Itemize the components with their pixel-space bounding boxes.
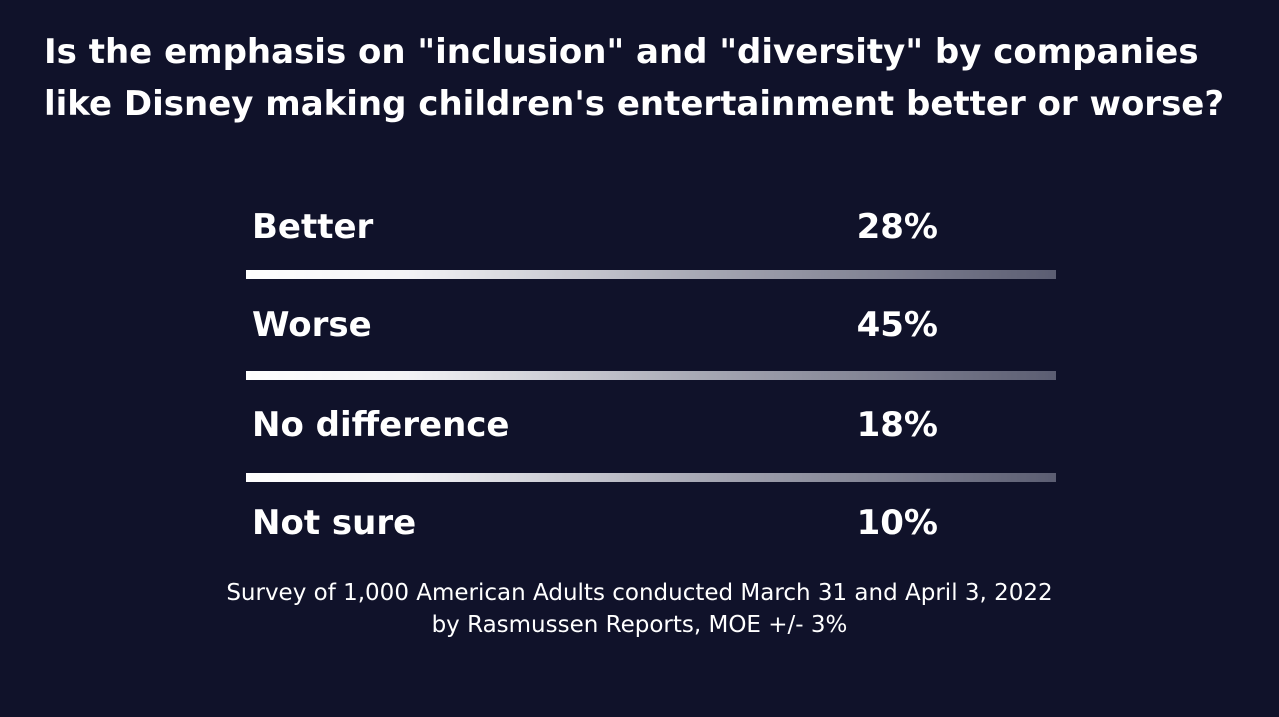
result-row-not-sure: Not sure 10% bbox=[252, 498, 952, 548]
result-row-worse: Worse 45% bbox=[252, 300, 952, 350]
row-divider bbox=[246, 371, 1056, 380]
source-note: Survey of 1,000 American Adults conducte… bbox=[0, 577, 1279, 641]
value-label: 10% bbox=[856, 503, 938, 543]
value-label: 45% bbox=[856, 305, 938, 345]
row-divider bbox=[246, 270, 1056, 279]
result-row-no-difference: No difference 18% bbox=[252, 400, 952, 450]
value-label: 28% bbox=[856, 207, 938, 247]
value-label: 18% bbox=[856, 405, 938, 445]
result-row-better: Better 28% bbox=[252, 202, 952, 252]
category-label: Worse bbox=[252, 305, 372, 345]
category-label: Not sure bbox=[252, 503, 417, 543]
row-divider bbox=[246, 473, 1056, 482]
category-label: Better bbox=[252, 207, 374, 247]
category-label: No difference bbox=[252, 405, 510, 445]
source-note-line-2: by Rasmussen Reports, MOE +/- 3% bbox=[431, 612, 848, 638]
chart-title: Is the emphasis on "inclusion" and "dive… bbox=[44, 32, 1225, 124]
source-note-line-1: Survey of 1,000 American Adults conducte… bbox=[226, 580, 1053, 606]
